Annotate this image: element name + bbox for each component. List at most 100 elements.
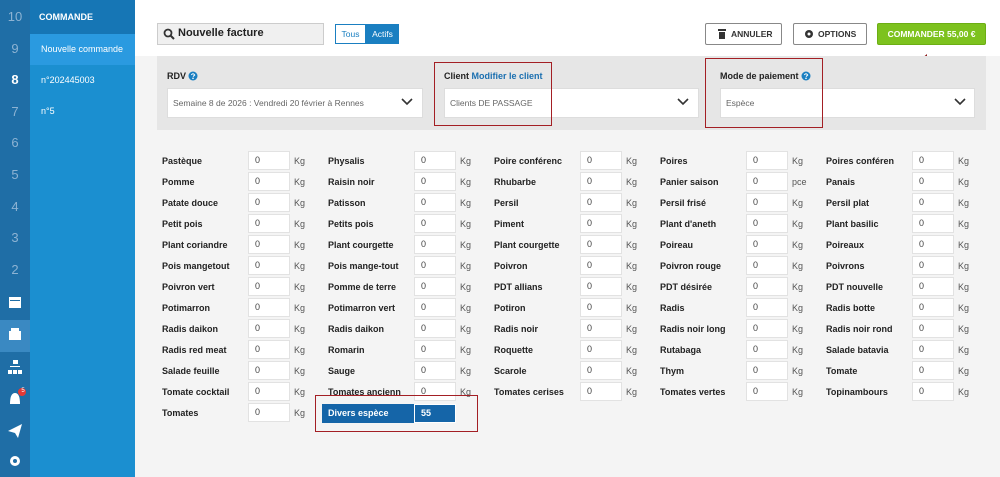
- quantity-input[interactable]: 0: [248, 193, 290, 212]
- quantity-input[interactable]: 0: [912, 235, 954, 254]
- quantity-input[interactable]: 0: [746, 298, 788, 317]
- product-name: Potiron: [494, 303, 526, 313]
- quantity-input[interactable]: 0: [746, 256, 788, 275]
- quantity-input[interactable]: 0: [248, 151, 290, 170]
- quantity-input[interactable]: 0: [912, 151, 954, 170]
- cancel-button[interactable]: ANNULER: [705, 23, 782, 45]
- edit-client-link[interactable]: Modifier le client: [471, 71, 543, 81]
- options-button[interactable]: OPTIONS: [793, 23, 867, 45]
- quantity-input[interactable]: 0: [248, 298, 290, 317]
- quantity-input[interactable]: 0: [414, 277, 456, 296]
- product-name: Panais: [826, 177, 856, 187]
- quantity-input[interactable]: 0: [414, 361, 456, 380]
- quantity-input[interactable]: 0: [912, 340, 954, 359]
- quantity-input[interactable]: 0: [414, 298, 456, 317]
- payment-label: Mode de paiement: [720, 71, 799, 81]
- product-name: Patate douce: [162, 198, 219, 208]
- unit-label: Kg: [792, 240, 804, 250]
- sidebar-item[interactable]: Nouvelle commande: [30, 34, 135, 65]
- quantity-input[interactable]: 0: [580, 382, 622, 401]
- filter-all[interactable]: Tous: [335, 24, 366, 44]
- quantity-input[interactable]: 0: [746, 151, 788, 170]
- unit-label: Kg: [460, 219, 472, 229]
- divers-input[interactable]: 55: [414, 404, 456, 423]
- quantity-input[interactable]: 0: [746, 214, 788, 233]
- quantity-input[interactable]: 0: [746, 193, 788, 212]
- quantity-input[interactable]: 0: [248, 361, 290, 380]
- quantity-input[interactable]: 0: [414, 172, 456, 191]
- quantity-input[interactable]: 0: [248, 256, 290, 275]
- quantity-input[interactable]: 0: [580, 235, 622, 254]
- quantity-input[interactable]: 0: [248, 340, 290, 359]
- quantity-input[interactable]: 0: [746, 361, 788, 380]
- quantity-input[interactable]: 0: [912, 214, 954, 233]
- quantity-input[interactable]: 0: [414, 319, 456, 338]
- rdv-select[interactable]: Semaine 8 de 2026 : Vendredi 20 février …: [167, 88, 423, 118]
- quantity-input[interactable]: 0: [414, 256, 456, 275]
- rail-number[interactable]: 4: [11, 198, 19, 214]
- quantity-input[interactable]: 0: [580, 277, 622, 296]
- quantity-input[interactable]: 0: [580, 340, 622, 359]
- unit-label: Kg: [626, 366, 638, 376]
- product-name: Poires conféren: [826, 156, 895, 166]
- rail-number[interactable]: 2: [11, 261, 19, 277]
- quantity-input[interactable]: 0: [746, 382, 788, 401]
- product-name: Piment: [494, 219, 525, 229]
- quantity-input[interactable]: 0: [248, 319, 290, 338]
- quantity-input[interactable]: 0: [912, 172, 954, 191]
- quantity-input[interactable]: 0: [580, 193, 622, 212]
- quantity-input[interactable]: 0: [746, 277, 788, 296]
- quantity-input[interactable]: 0: [746, 319, 788, 338]
- quantity-input[interactable]: 0: [414, 193, 456, 212]
- product-name: Radis noir: [494, 324, 539, 334]
- quantity-input[interactable]: 0: [580, 151, 622, 170]
- quantity-input[interactable]: 0: [248, 214, 290, 233]
- search-box[interactable]: Nouvelle facture: [157, 23, 324, 45]
- quantity-input[interactable]: 0: [746, 172, 788, 191]
- rail-number[interactable]: 10: [7, 9, 23, 24]
- filter-active[interactable]: Actifs: [366, 24, 399, 44]
- quantity-input[interactable]: 0: [912, 298, 954, 317]
- unit-label: Kg: [626, 240, 638, 250]
- quantity-input[interactable]: 0: [414, 382, 456, 401]
- order-button[interactable]: COMMANDER 55,00 €: [877, 23, 986, 45]
- quantity-input[interactable]: 0: [580, 319, 622, 338]
- quantity-input[interactable]: 0: [414, 340, 456, 359]
- quantity-input[interactable]: 0: [248, 403, 290, 422]
- quantity-input[interactable]: 0: [414, 214, 456, 233]
- rail-number[interactable]: 8: [11, 72, 19, 88]
- rail-number[interactable]: 3: [11, 230, 19, 246]
- quantity-input[interactable]: 0: [248, 235, 290, 254]
- quantity-input[interactable]: 0: [746, 340, 788, 359]
- quantity-input[interactable]: 0: [414, 151, 456, 170]
- unit-label: Kg: [792, 261, 804, 271]
- quantity-input[interactable]: 0: [248, 277, 290, 296]
- sidebar-item[interactable]: n°202445003: [41, 75, 95, 85]
- rail-number[interactable]: 5: [11, 167, 19, 182]
- product-name: Plant coriandre: [162, 240, 228, 250]
- payment-select[interactable]: Espèce: [720, 88, 975, 118]
- rail-number[interactable]: 6: [11, 135, 19, 151]
- quantity-input[interactable]: 0: [248, 172, 290, 191]
- quantity-input[interactable]: 0: [580, 361, 622, 380]
- quantity-input[interactable]: 0: [580, 298, 622, 317]
- quantity-input[interactable]: 0: [580, 214, 622, 233]
- quantity-input[interactable]: 0: [912, 319, 954, 338]
- quantity-input[interactable]: 0: [746, 235, 788, 254]
- quantity-input[interactable]: 0: [912, 193, 954, 212]
- unit-label: Kg: [294, 303, 306, 313]
- quantity-input[interactable]: 0: [912, 382, 954, 401]
- quantity-input[interactable]: 0: [580, 256, 622, 275]
- quantity-input[interactable]: 0: [912, 277, 954, 296]
- sidebar-item[interactable]: n°5: [41, 106, 55, 116]
- product-name: Poivron: [494, 261, 528, 271]
- quantity-input[interactable]: 0: [414, 235, 456, 254]
- quantity-input[interactable]: 0: [912, 361, 954, 380]
- rail-number[interactable]: 7: [11, 103, 19, 119]
- client-select[interactable]: Clients DE PASSAGE: [444, 88, 699, 118]
- quantity-input[interactable]: 0: [248, 382, 290, 401]
- rail-number[interactable]: 9: [11, 40, 19, 56]
- product-name: Plant d'aneth: [660, 219, 717, 229]
- quantity-input[interactable]: 0: [912, 256, 954, 275]
- quantity-input[interactable]: 0: [580, 172, 622, 191]
